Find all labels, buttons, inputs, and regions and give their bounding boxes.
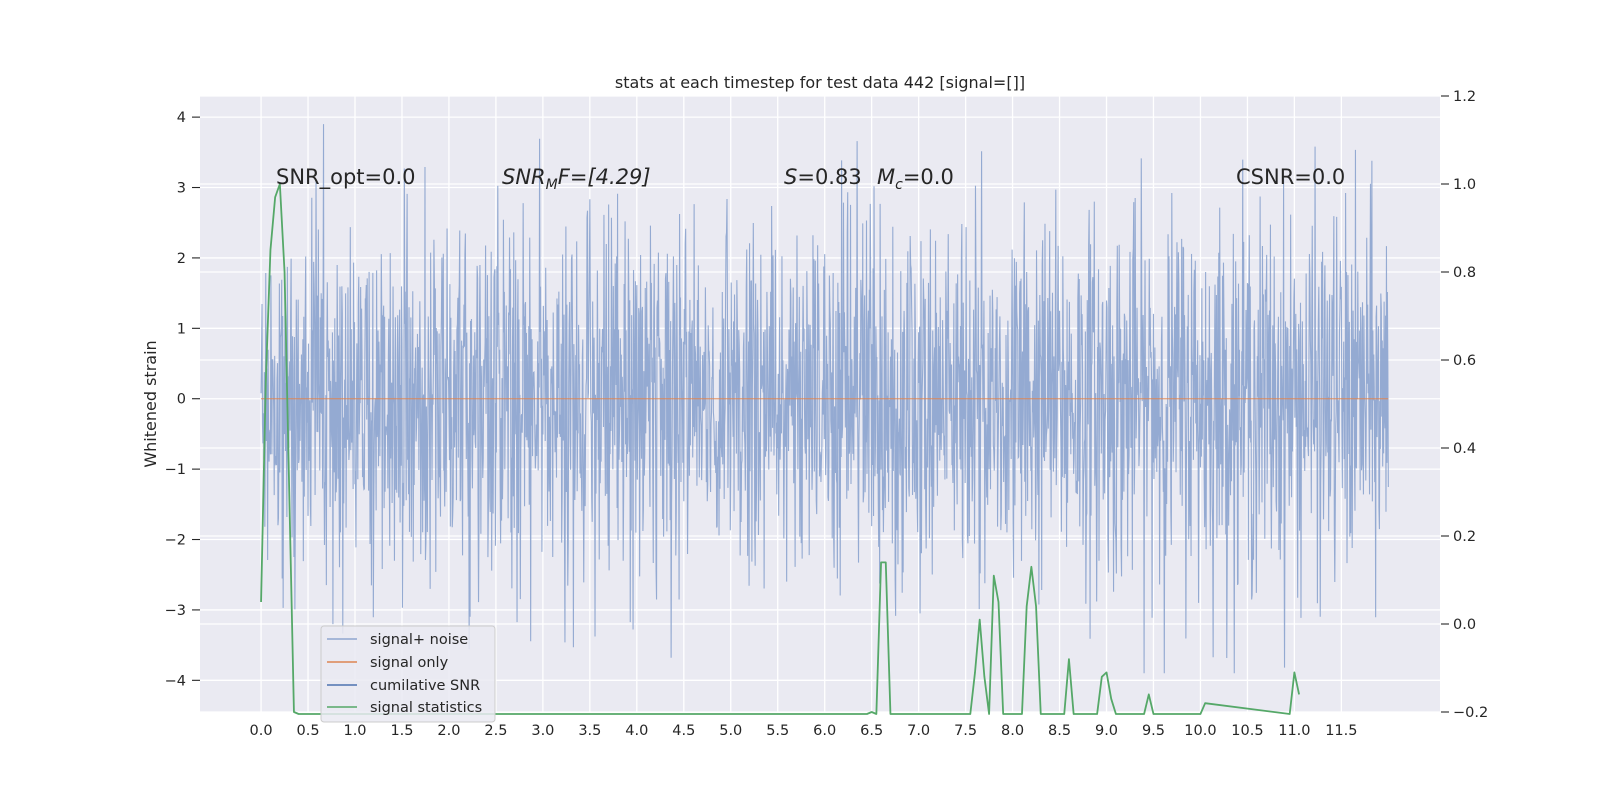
y2-tick-label: −0.2 [1453,705,1488,721]
x-axis-ticks: 0.0 0.5 1.0 1.5 2.0 2.5 3.0 3.5 4.0 4.5 5.0 5.5 6.0 6… [250,723,1358,739]
x-tick-label: 3.5 [578,723,601,739]
x-tick-label: 11.5 [1325,723,1357,739]
x-tick-label: 7.5 [954,723,977,739]
series-signal-plus-noise [260,124,1389,674]
y-tick-label: −2 [165,533,186,549]
y-axis-label: Whitened strain [141,340,160,467]
y-tick-label: 3 [177,181,186,197]
y2-tick-label: 0.8 [1453,265,1476,281]
x-tick-label: 2.5 [484,723,507,739]
annotation-csnr: CSNR=0.0 [1236,165,1345,189]
x-tick-label: 0.5 [296,723,319,739]
x-tick-label: 11.0 [1278,723,1310,739]
x-tick-label: 4.5 [672,723,695,739]
y-tick-label: 2 [177,251,186,267]
annotation-mc: Mc=0.0 [877,165,954,193]
x-tick-label: 9.0 [1095,723,1118,739]
y2-tick-label: 1.0 [1453,177,1476,193]
chart-title: stats at each timestep for test data 442… [615,73,1025,92]
x-tick-label: 4.0 [625,723,648,739]
x-tick-label: 10.5 [1231,723,1263,739]
y-tick-label: 4 [177,110,186,126]
annotations: SNR_opt=0.0 SNRMF=[4.29] S=0.83 Mc=0.0 C… [276,165,1345,193]
x-tick-label: 3.0 [531,723,554,739]
x-tick-label: 5.5 [766,723,789,739]
legend-label-signal-plus-noise: signal+ noise [370,632,468,648]
y-tick-label: −1 [165,462,186,478]
y-tick-label: −4 [165,673,186,689]
y-tick-label: 0 [177,392,186,408]
y2-tick-label: 0.0 [1453,617,1476,633]
x-tick-label: 10.0 [1184,723,1216,739]
x-tick-label: 5.0 [719,723,742,739]
annotation-snr-opt: SNR_opt=0.0 [276,165,416,190]
x-tick-label: 1.5 [390,723,413,739]
y2-tick-label: 0.4 [1453,441,1476,457]
y2-tick-label: 1.2 [1453,89,1476,105]
legend-label-signal-only: signal only [370,655,449,671]
x-tick-label: 8.5 [1048,723,1071,739]
x-tick-label: 6.0 [813,723,836,739]
x-tick-label: 1.0 [343,723,366,739]
signal-plus-noise-trace [260,124,1389,674]
x-tick-label: 2.0 [437,723,460,739]
y-axis-ticks: 4 3 2 1 0 −1 −2 −3 −4 [165,110,200,689]
annotation-s: S=0.83 [784,165,862,189]
legend-label-cumilative-snr: cumilative SNR [370,678,480,694]
y-tick-label: −3 [165,603,186,619]
legend: signal+ noise signal only cumilative SNR… [320,625,496,723]
annotation-snr-mf: SNRMF=[4.29] [502,165,651,193]
y2-axis-ticks: 1.2 1.0 0.8 0.6 0.4 0.2 0.0 −0.2 [1441,89,1488,721]
y2-tick-label: 0.2 [1453,529,1476,545]
x-tick-label: 9.5 [1142,723,1165,739]
legend-label-signal-statistics: signal statistics [370,700,482,716]
x-tick-label: 6.5 [860,723,883,739]
legend-box [320,625,496,723]
x-tick-label: 7.0 [907,723,930,739]
x-tick-label: 0.0 [250,723,273,739]
series-signal-statistics-line [260,183,1300,715]
y2-tick-label: 0.6 [1453,353,1476,369]
x-tick-label: 8.0 [1001,723,1024,739]
y-tick-label: 1 [177,321,186,337]
